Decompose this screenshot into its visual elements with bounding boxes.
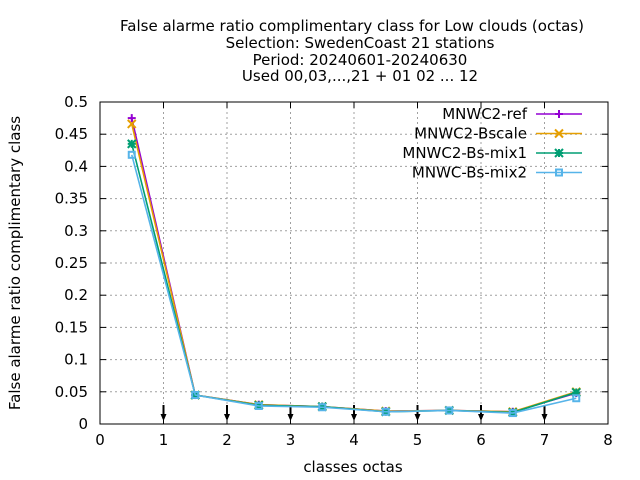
legend-item: MNWC-Bs-mix2	[412, 164, 582, 182]
y-tick-label: 0.1	[64, 351, 88, 369]
y-tick-label: 0.15	[55, 318, 88, 336]
class-arrow-head	[541, 414, 548, 421]
class-arrow-head	[224, 414, 230, 421]
data-point	[572, 394, 581, 403]
y-tick-label: 0	[78, 415, 88, 433]
chart-title-line-4: Used 00,03,...,21 + 01 02 ... 12	[242, 67, 478, 85]
marker-stroke	[554, 128, 564, 139]
marker-stroke	[254, 401, 263, 410]
legend-item: MNWC2-Bscale	[414, 125, 582, 143]
x-tick-label: 1	[159, 431, 169, 449]
marker-stroke	[445, 406, 454, 415]
legend-label: MNWC-Bs-mix2	[412, 164, 527, 182]
y-tick-label: 0.4	[64, 157, 88, 175]
marker-stroke	[318, 403, 327, 412]
series-MNWC-Bs-mix2	[127, 150, 581, 418]
chart-title-line-3: Period: 20240601-20240630	[253, 51, 468, 69]
legend-marker	[554, 128, 564, 139]
grid	[100, 102, 608, 424]
marker-stroke	[554, 148, 564, 158]
class-arrow-head	[160, 414, 167, 421]
x-tick-label: 8	[603, 431, 613, 449]
x-tick-label: 0	[95, 431, 105, 449]
legend-item: MNWC2-Bs-mix1	[402, 144, 582, 162]
legend-marker	[555, 168, 563, 177]
x-tick-label: 4	[349, 431, 359, 449]
chart-title-line-2: Selection: SwedenCoast 21 stations	[226, 34, 495, 52]
marker-stroke	[127, 139, 137, 149]
x-tick-label: 7	[540, 431, 550, 449]
class-arrow-head	[414, 414, 421, 421]
class-arrow-markers	[160, 405, 548, 421]
y-tick-label: 0.2	[64, 286, 88, 304]
y-tick-label: 0.3	[64, 222, 88, 240]
legend-item: MNWC2-ref	[442, 105, 582, 123]
series-line	[130, 154, 577, 414]
data-point	[254, 401, 263, 410]
data-point	[127, 139, 137, 149]
x-tick-label: 3	[286, 431, 296, 449]
legend-marker	[554, 148, 564, 158]
legend-label: MNWC2-Bscale	[414, 125, 527, 143]
data-point	[127, 150, 136, 159]
marker-stroke	[127, 119, 137, 129]
axis-ticks: 0 1 2 3 4 5 6 7 8 0 0.05 0.1 0.15 0.2 0.25 0.3 0.35 0.4 0.…	[55, 93, 613, 449]
y-tick-label: 0.45	[55, 125, 88, 143]
y-tick-label: 0.05	[55, 383, 88, 401]
data-point	[381, 407, 390, 416]
y-tick-label: 0.5	[64, 93, 88, 111]
class-arrow-head	[478, 414, 484, 421]
marker-stroke	[508, 409, 517, 418]
marker-stroke	[381, 407, 390, 416]
data-point	[318, 403, 327, 412]
data-point	[508, 409, 517, 418]
class-arrow-head	[351, 414, 357, 421]
legend-label: MNWC2-Bs-mix1	[402, 144, 527, 162]
marker-stroke	[127, 150, 136, 159]
data-point	[127, 119, 137, 129]
legend-marker	[555, 110, 563, 118]
y-axis-label: False alarme ratio complimentary class	[6, 116, 24, 410]
data-point	[127, 114, 136, 123]
data-point	[445, 406, 454, 415]
chart-title: False alarme ratio complimentary class f…	[120, 17, 584, 85]
series-group	[127, 114, 581, 418]
x-tick-label: 5	[413, 431, 423, 449]
marker-stroke	[555, 168, 563, 177]
marker-stroke	[572, 394, 581, 403]
legend-label: MNWC2-ref	[442, 105, 527, 123]
y-tick-label: 0.35	[55, 190, 88, 208]
data-point	[191, 391, 200, 400]
class-arrow-head	[287, 414, 294, 421]
x-tick-label: 6	[476, 431, 486, 449]
marker-stroke	[191, 391, 200, 400]
y-tick-label: 0.25	[55, 254, 88, 272]
x-axis-label: classes octas	[303, 458, 403, 476]
chart-title-line-1: False alarme ratio complimentary class f…	[120, 17, 584, 35]
x-tick-label: 2	[222, 431, 232, 449]
